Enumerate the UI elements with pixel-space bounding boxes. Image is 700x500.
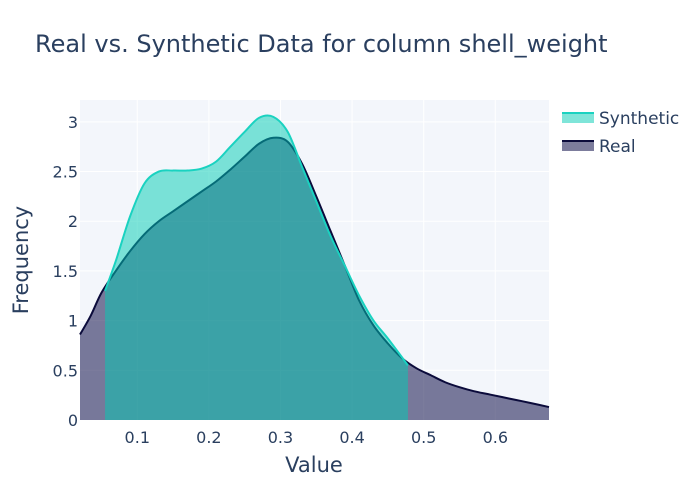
legend-swatch-synthetic	[562, 113, 594, 123]
y-tick-label: 2.5	[53, 163, 78, 182]
legend-label-real: Real	[599, 137, 636, 157]
x-axis-title: Value	[285, 453, 343, 477]
chart-title: Real vs. Synthetic Data for column shell…	[35, 30, 608, 58]
y-tick-label: 0.5	[53, 361, 78, 380]
x-tick-label: 0.1	[125, 428, 150, 447]
x-tick-label: 0.6	[483, 428, 508, 447]
x-axis-ticks: 0.1 0.2 0.3 0.4 0.5 0.6	[125, 428, 508, 447]
y-tick-label: 3	[68, 113, 78, 132]
x-tick-label: 0.2	[196, 428, 221, 447]
y-axis-title: Frequency	[9, 206, 33, 315]
synthetic-line	[104, 114, 409, 366]
synthetic-area	[105, 115, 408, 421]
series-layer	[79, 114, 550, 421]
x-tick-label: 0.5	[411, 428, 436, 447]
legend-label-synthetic: Synthetic	[599, 109, 679, 129]
x-tick-label: 0.3	[268, 428, 293, 447]
y-tick-label: 2	[68, 212, 78, 231]
y-tick-label: 1	[68, 312, 78, 331]
x-tick-label: 0.4	[339, 428, 364, 447]
y-axis-ticks: 0 0.5 1 1.5 2 2.5 3	[53, 113, 78, 430]
y-tick-label: 0	[68, 411, 78, 430]
y-tick-label: 1.5	[53, 262, 78, 281]
legend: Synthetic Real	[562, 109, 679, 157]
legend-swatch-real	[562, 141, 594, 151]
